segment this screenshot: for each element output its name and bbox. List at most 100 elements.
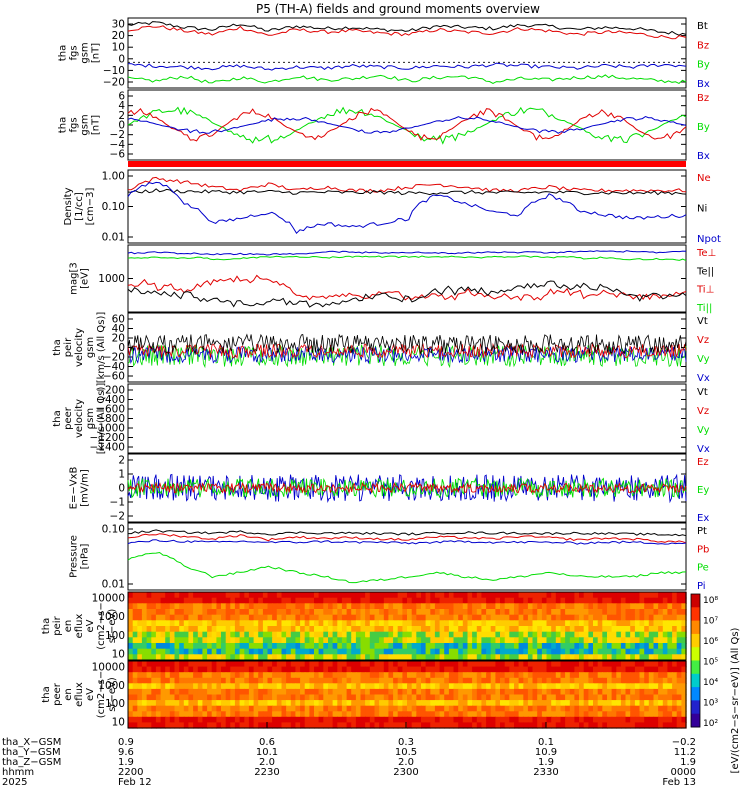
y-tick-label: −1000 bbox=[89, 423, 125, 435]
y-axis-label-line: tha bbox=[41, 686, 52, 702]
y-axis-label-line: [cm−3] bbox=[85, 188, 96, 226]
y-tick-label: 0 bbox=[118, 483, 125, 495]
legend-Bt: Bt bbox=[697, 21, 708, 32]
panel-temperature: 1000 mag[3 [eV] Te⊥ Te|| Ti⊥ Ti|| bbox=[69, 244, 716, 314]
series-Npot bbox=[127, 181, 687, 234]
y-tick-label: −2 bbox=[110, 511, 125, 523]
x-row-value: −0.2 bbox=[672, 737, 696, 748]
x-row-label: hhmm bbox=[2, 767, 34, 778]
y-axis-label-line: tha bbox=[41, 618, 52, 634]
temperature-series bbox=[127, 274, 687, 302]
y-axis-label-line: mag[3 bbox=[69, 262, 80, 294]
legend-Ni: Ni bbox=[697, 204, 707, 215]
colorbar-segment bbox=[691, 687, 700, 701]
x-row-value: 1.9 bbox=[538, 757, 554, 768]
x-row-value: 10.5 bbox=[395, 747, 417, 758]
y-axis-label-line: fgs bbox=[69, 45, 80, 60]
series-Ni bbox=[127, 188, 687, 196]
y-axis-label-line: sr−eV) bbox=[107, 609, 118, 644]
colorbar-tick: 10⁴ bbox=[703, 678, 718, 688]
panel-frame bbox=[127, 17, 687, 89]
y-tick-label: 0.01 bbox=[102, 579, 125, 591]
y-axis-label-line: peir bbox=[52, 615, 63, 635]
legend-By: By bbox=[697, 122, 710, 133]
x-row-value: 2300 bbox=[393, 767, 418, 778]
legend-Vx: Vx bbox=[697, 373, 710, 384]
y-axis-label-line: peer bbox=[63, 406, 74, 430]
legend-Npot: Npot bbox=[697, 234, 721, 245]
y-axis-label-line: velocity bbox=[74, 328, 85, 367]
y-tick-label: 1.00 bbox=[102, 171, 125, 183]
panel-frame bbox=[127, 169, 687, 244]
y-axis-label-line: gsm bbox=[80, 114, 91, 135]
x-row-value: Feb 12 bbox=[118, 777, 152, 788]
y-tick-label: 1000 bbox=[98, 611, 125, 623]
flag-bar bbox=[128, 161, 686, 167]
y-axis-label-line: [1/cc] bbox=[74, 192, 85, 221]
y-tick-label: 0.10 bbox=[102, 201, 125, 213]
x-row-value: 0000 bbox=[671, 767, 696, 778]
legend-Te||: Te|| bbox=[696, 266, 714, 277]
y-tick-label: −6 bbox=[110, 149, 126, 161]
legend-Vy: Vy bbox=[697, 425, 710, 436]
x-row-label: tha_Z−GSM bbox=[2, 757, 61, 768]
series-Pi bbox=[127, 539, 687, 545]
y-axis-label: E=−VxB [mV/m] bbox=[69, 467, 91, 510]
x-row-value: 0.9 bbox=[118, 737, 134, 748]
legend-Pe: Pe bbox=[697, 563, 709, 574]
oscillation-series bbox=[127, 115, 687, 134]
chart-title: P5 (TH-A) fields and ground moments over… bbox=[256, 2, 540, 16]
y-axis-label-line: E=−VxB bbox=[69, 467, 80, 510]
colorbar-segment bbox=[691, 620, 700, 635]
y-axis-label-line: [nT] bbox=[91, 43, 102, 63]
y-axis-label-line: tha bbox=[52, 410, 63, 426]
x-row-value: 9.6 bbox=[118, 747, 134, 758]
y-axis-label: tha peir velocity gsm [km/s (All Qs)] bbox=[52, 312, 107, 384]
y-tick-label: 30 bbox=[112, 19, 125, 31]
y-axis-label: tha peir en eflux eV (cm2−s− sr−eV) bbox=[41, 602, 118, 649]
panel-pressure: 0.10 0.01 Pressure [nPa] Pt Pb Pe Pi bbox=[69, 522, 709, 592]
colorbar-tick: 10² bbox=[703, 719, 718, 729]
spectrogram-frame bbox=[127, 591, 687, 661]
y-tick-label: −200 bbox=[96, 385, 125, 397]
efield-series bbox=[127, 481, 687, 495]
y-axis-label-line: gsm bbox=[85, 408, 96, 429]
y-tick-label: −1200 bbox=[89, 432, 125, 444]
series-Bt bbox=[127, 21, 687, 36]
colorbar-tick: 10⁷ bbox=[703, 617, 718, 627]
y-tick-label: −800 bbox=[96, 413, 125, 425]
y-tick-label: 0 bbox=[118, 120, 125, 132]
colorbar-tick: 10⁵ bbox=[703, 658, 718, 668]
y-tick-label: 10 bbox=[112, 649, 125, 661]
y-tick-label: 0 bbox=[118, 342, 125, 354]
colorbar-tick: 10³ bbox=[703, 699, 718, 709]
y-tick-label: 20 bbox=[112, 333, 125, 345]
y-axis-label-line: gsm bbox=[85, 337, 96, 358]
legend-Ti||: Ti|| bbox=[696, 303, 712, 314]
series-Bx bbox=[127, 62, 687, 71]
legend-Ez: Ez bbox=[697, 457, 709, 468]
y-tick-label: 60 bbox=[112, 314, 125, 326]
y-tick-label: −20 bbox=[103, 77, 125, 89]
y-tick-label: 2 bbox=[118, 455, 125, 467]
velocity-series bbox=[127, 333, 687, 356]
x-row-value: 2230 bbox=[254, 767, 279, 778]
x-row-value: 0.1 bbox=[538, 737, 554, 748]
y-tick-label: 4 bbox=[118, 100, 125, 112]
y-tick-label: 6 bbox=[118, 91, 125, 103]
temperature-series bbox=[127, 250, 687, 256]
series-Ne bbox=[127, 176, 687, 193]
x-row-value: Feb 13 bbox=[662, 777, 696, 788]
x-row-label: tha_X−GSM bbox=[2, 737, 61, 748]
legend-Pb: Pb bbox=[697, 544, 709, 555]
colorbar-segment bbox=[691, 647, 700, 661]
y-axis-label: Pressure [nPa] bbox=[69, 535, 91, 578]
legend-Ti⊥: Ti⊥ bbox=[696, 285, 714, 296]
y-axis-label-line: tha bbox=[52, 339, 63, 355]
y-tick-label: −60 bbox=[103, 371, 125, 383]
